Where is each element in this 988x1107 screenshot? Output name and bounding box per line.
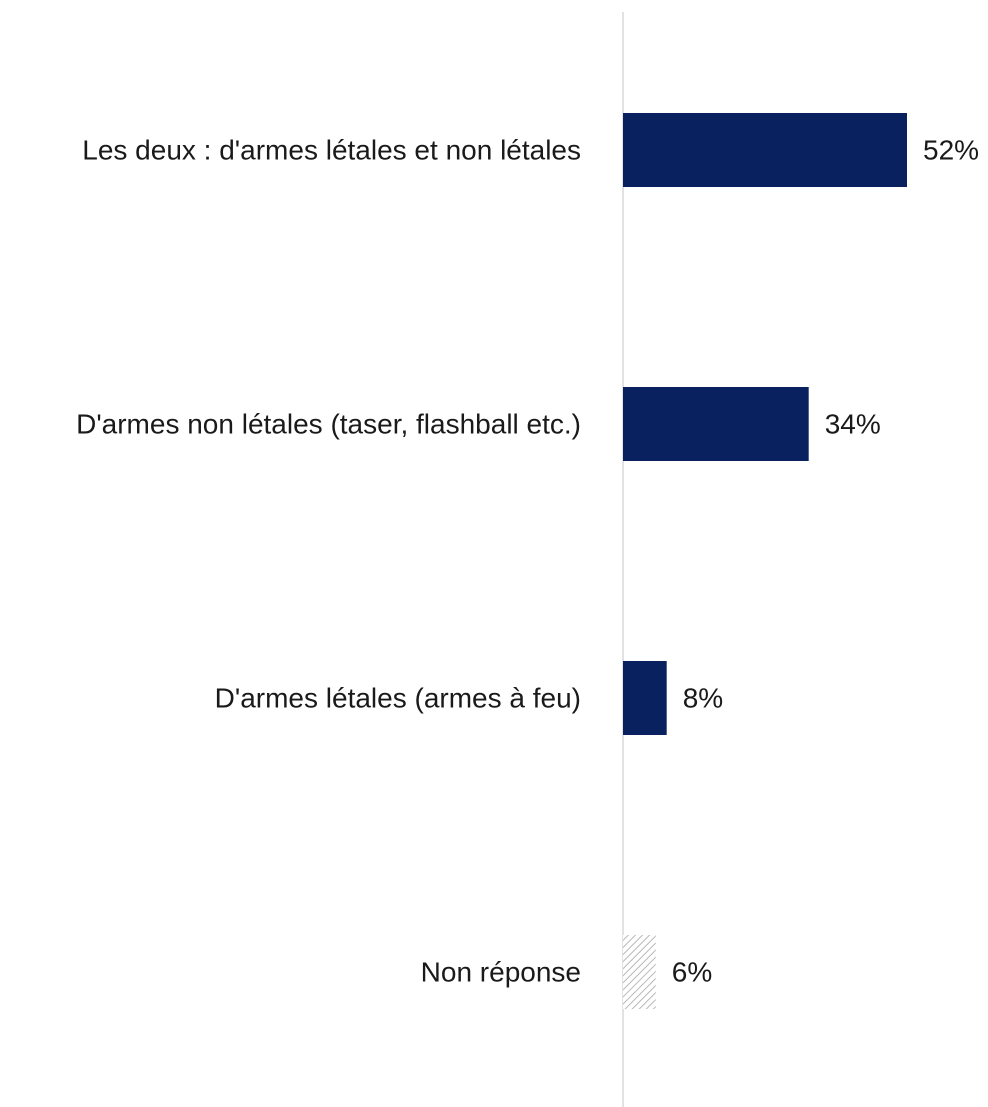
bar-4	[623, 935, 656, 1009]
value-label-1: 52%	[923, 135, 979, 166]
category-label-4: Non réponse	[421, 957, 581, 988]
category-label-1: Les deux : d'armes létales et non létale…	[82, 135, 581, 166]
value-label-4: 6%	[672, 957, 712, 988]
bars-layer: Les deux : d'armes létales et non létale…	[76, 113, 979, 1009]
value-label-3: 8%	[683, 683, 723, 714]
value-label-2: 34%	[825, 409, 881, 440]
category-label-2: D'armes non létales (taser, flashball et…	[76, 409, 581, 440]
bar-2	[623, 387, 809, 461]
bar-1	[623, 113, 907, 187]
category-label-3: D'armes létales (armes à feu)	[215, 683, 581, 714]
bar-3	[623, 661, 667, 735]
